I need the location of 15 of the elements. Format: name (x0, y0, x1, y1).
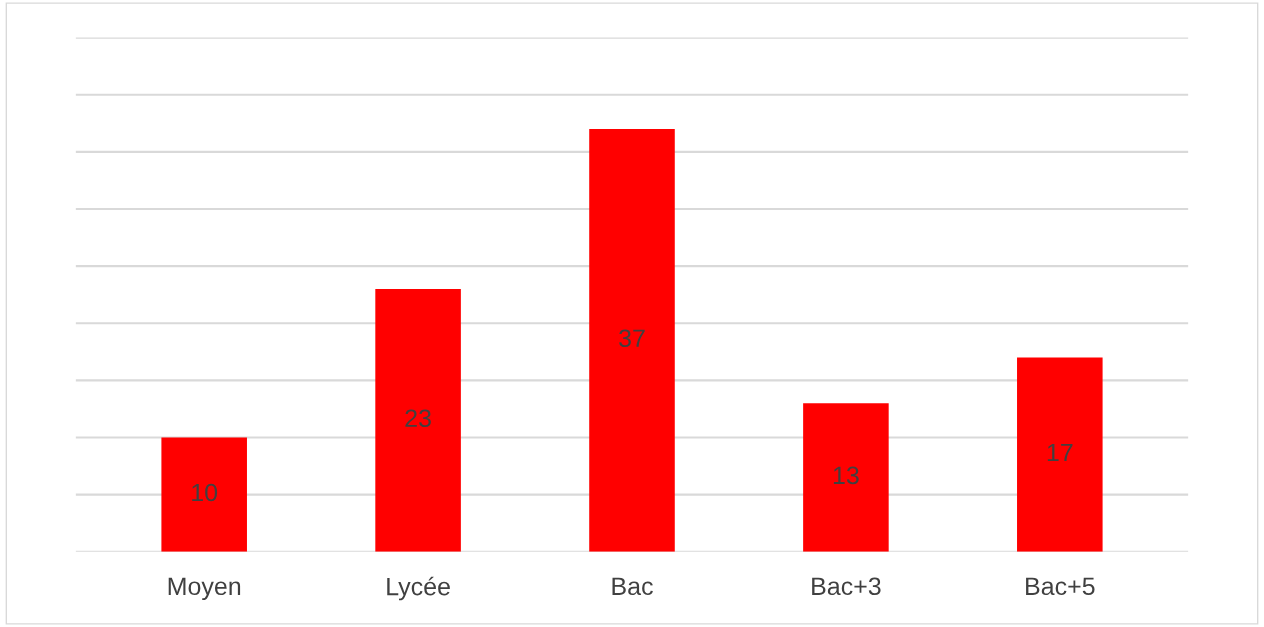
x-tick-label: Bac+3 (812, 577, 881, 596)
data-label: 23 (405, 409, 431, 428)
x-tick-label: Moyen (168, 577, 241, 601)
data-label: 17 (1047, 443, 1073, 462)
bar (161, 437, 247, 552)
x-tick-label: Lycée (387, 576, 450, 601)
data-label: 13 (833, 466, 859, 485)
x-tick-label: Bac+5 (1026, 577, 1095, 596)
x-tick-label: Bac (612, 577, 653, 596)
data-label: 10 (192, 483, 218, 502)
bar (375, 288, 461, 552)
bar (803, 403, 889, 552)
bar (589, 129, 675, 552)
bar (1017, 357, 1103, 552)
data-label: 37 (619, 329, 645, 348)
